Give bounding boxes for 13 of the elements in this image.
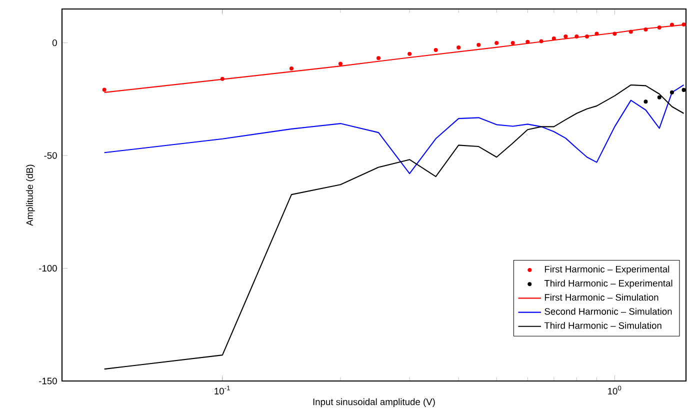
y-axis-title: Amplitude (dB) xyxy=(26,164,35,226)
legend-label: First Harmonic – Experimental xyxy=(544,266,670,274)
x-tick-label: 10$^{-1}$ xyxy=(214,386,230,394)
legend-label: First Harmonic – Simulation xyxy=(544,294,658,301)
y-tick-label: -150 xyxy=(39,378,57,384)
legend-label: Third Harmonic – Simulation xyxy=(544,322,662,329)
x-axis-title: Input sinusoidal amplitude (V) xyxy=(313,398,435,408)
legend-label: Third Harmonic – Experimental xyxy=(544,280,672,288)
x-tick-label: 10$^{0}$ xyxy=(608,386,622,394)
y-tick-label: -50 xyxy=(44,152,57,159)
legend-label: Second Harmonic – Simulation xyxy=(544,308,672,315)
y-tick-label: -100 xyxy=(39,264,57,272)
y-tick-label: 0 xyxy=(52,40,57,46)
